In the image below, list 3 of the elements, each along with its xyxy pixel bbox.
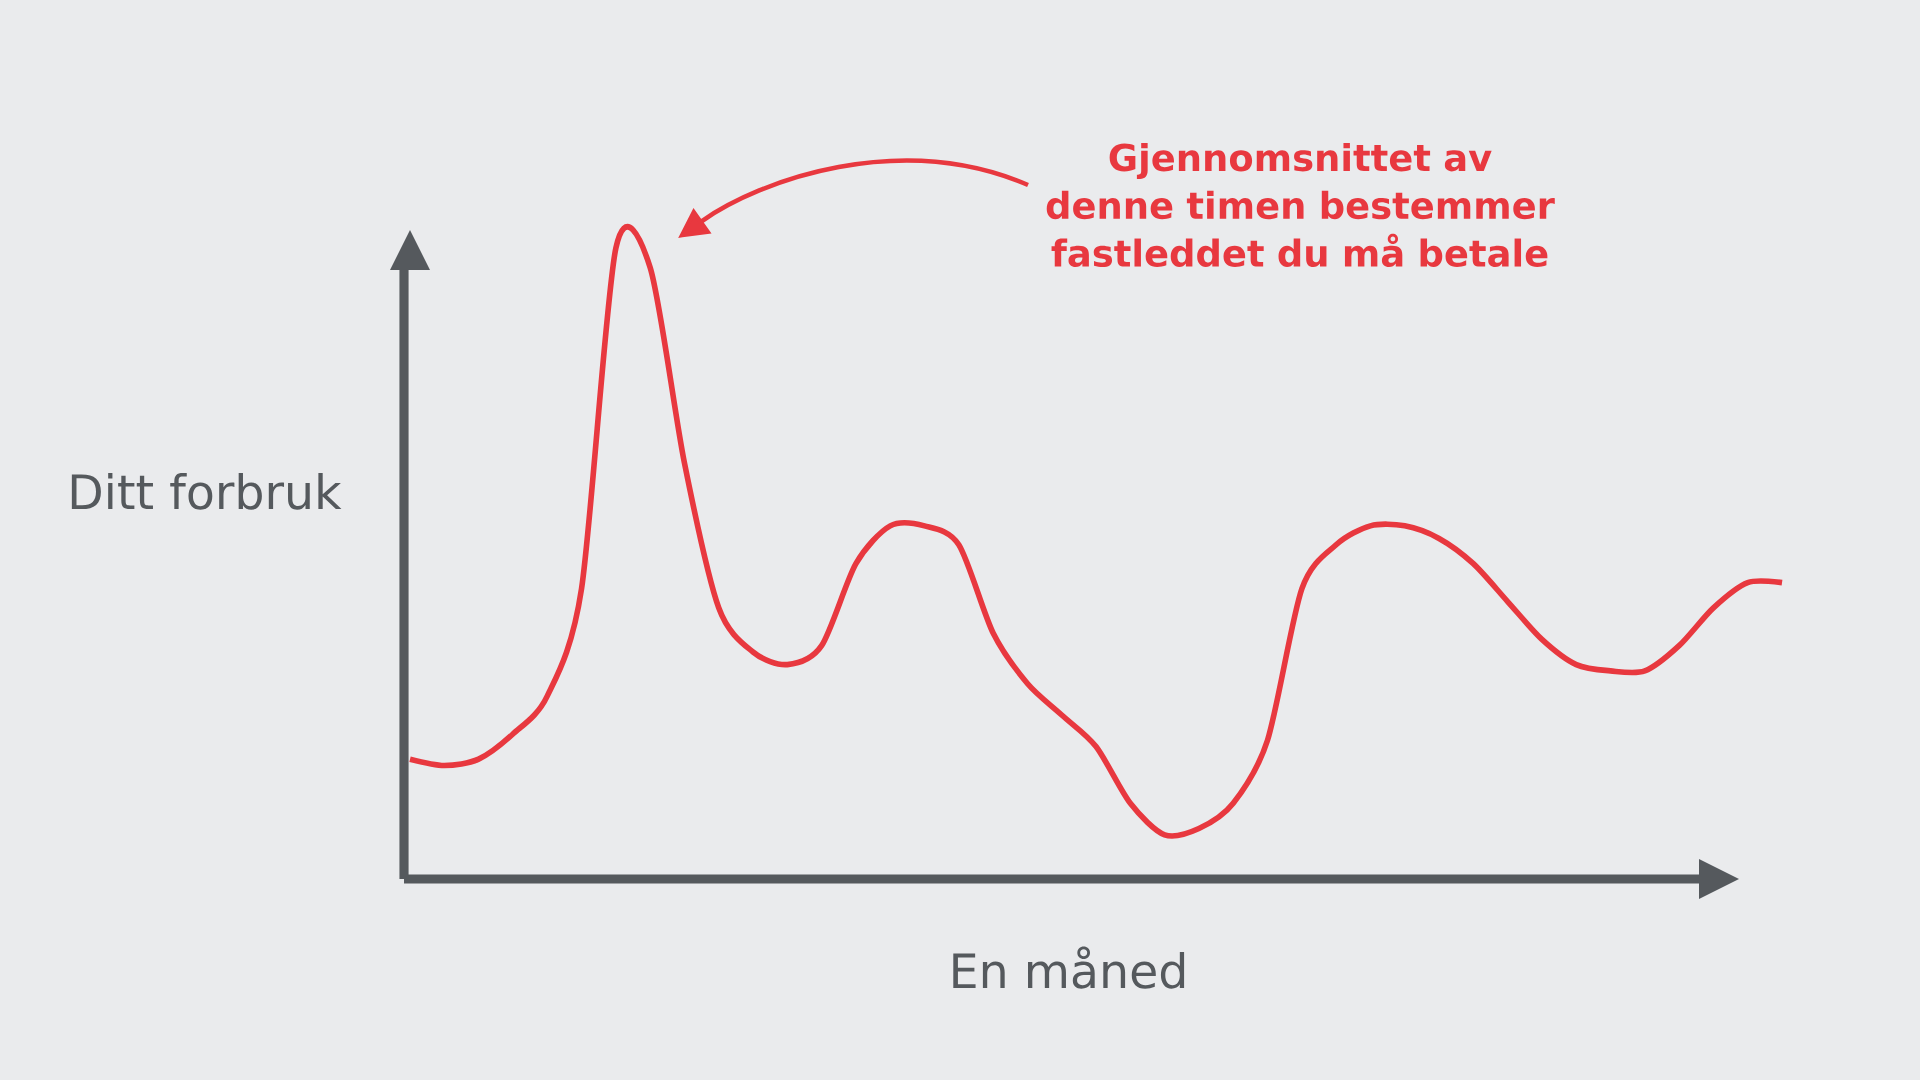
x-axis-title: En måned — [953, 946, 1185, 989]
y-axis-title: Ditt forbruk — [71, 473, 342, 510]
annotation: Gjennomsnittet av denne timen bestemmer fastleddet du må betale — [1046, 142, 1555, 268]
